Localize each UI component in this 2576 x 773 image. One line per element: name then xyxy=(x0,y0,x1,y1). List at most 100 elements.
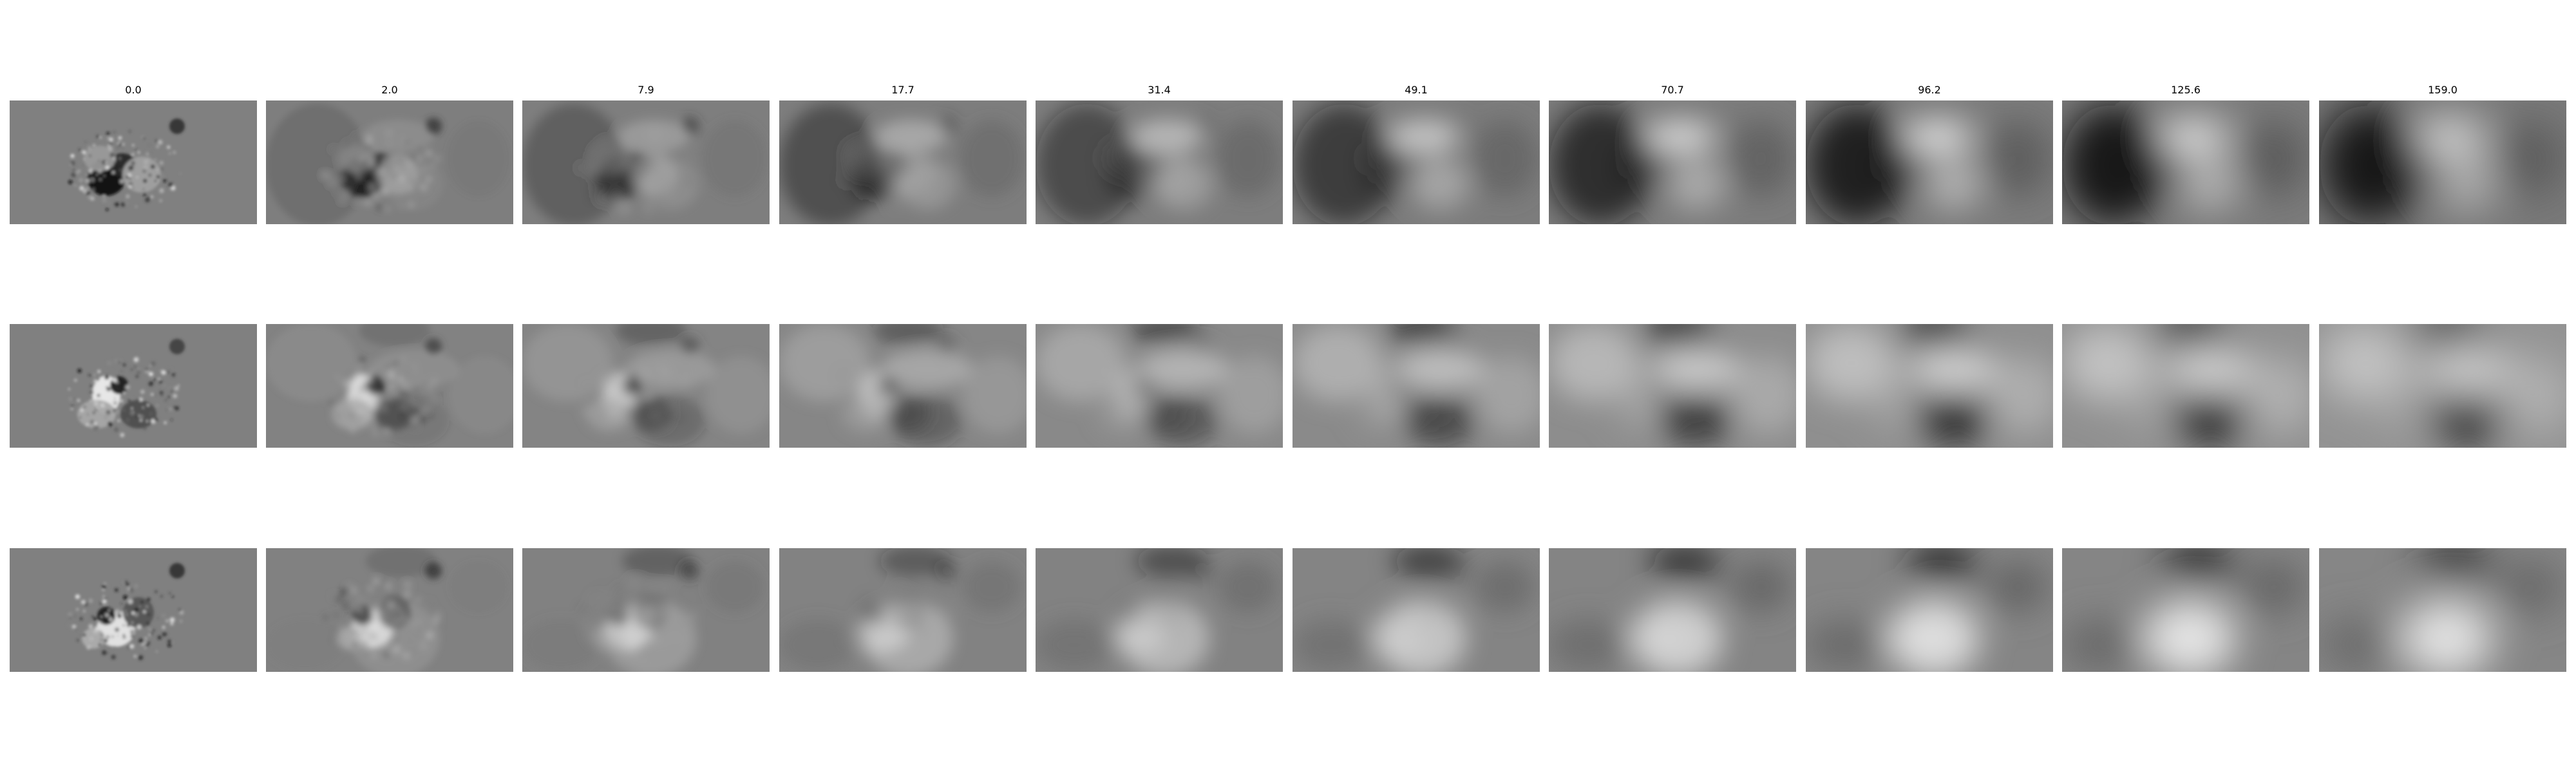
feature-blob xyxy=(963,561,1021,613)
feature-blob xyxy=(1918,395,1989,446)
texture-speck xyxy=(630,396,634,400)
texture-speck xyxy=(616,586,621,590)
feature-blob xyxy=(1806,324,1896,401)
texture-speck xyxy=(607,386,609,388)
texture-speck xyxy=(115,409,120,414)
feature-blob xyxy=(2165,350,2255,388)
image-panel xyxy=(779,548,1027,672)
feature-blob xyxy=(1405,395,1476,446)
texture-speck xyxy=(894,200,896,202)
grayscale-image xyxy=(2319,324,2566,448)
feature-blob xyxy=(1148,395,1219,446)
grayscale-image xyxy=(522,100,770,224)
texture-speck xyxy=(609,397,611,400)
texture-speck xyxy=(622,601,625,604)
image-panel xyxy=(522,324,770,448)
feature-blob xyxy=(1132,120,1203,152)
texture-speck xyxy=(687,153,692,158)
texture-speck xyxy=(436,613,438,615)
feature-blob xyxy=(1989,561,2047,613)
texture-speck xyxy=(339,416,341,418)
texture-speck xyxy=(93,401,99,406)
texture-speck xyxy=(386,584,391,588)
feature-blob xyxy=(703,120,767,197)
texture-speck xyxy=(102,595,106,598)
column-title: 7.9 xyxy=(522,84,770,97)
texture-speck xyxy=(123,392,126,394)
texture-speck xyxy=(90,390,93,394)
texture-speck xyxy=(73,397,76,400)
feature-blob xyxy=(1476,561,1534,613)
grayscale-image xyxy=(10,324,257,448)
texture-speck xyxy=(115,202,118,206)
texture-speck xyxy=(352,589,356,593)
texture-speck xyxy=(417,598,420,601)
texture-speck xyxy=(862,612,865,615)
texture-speck xyxy=(690,614,695,618)
texture-speck xyxy=(361,358,365,362)
texture-speck xyxy=(895,587,900,593)
image-panel xyxy=(1293,100,1540,224)
texture-speck xyxy=(112,383,115,385)
texture-speck xyxy=(358,368,363,373)
texture-speck xyxy=(114,427,119,432)
texture-speck xyxy=(946,154,948,156)
image-panel xyxy=(522,100,770,224)
feature-blob xyxy=(2062,619,2139,671)
texture-speck xyxy=(692,387,694,389)
grayscale-image xyxy=(266,100,513,224)
grayscale-image xyxy=(10,548,257,672)
grayscale-image xyxy=(10,100,257,224)
texture-speck xyxy=(120,202,125,207)
column-title: 17.7 xyxy=(779,84,1027,97)
texture-speck xyxy=(653,584,655,586)
feature-blob xyxy=(706,561,764,613)
grayscale-image xyxy=(1549,324,1796,448)
feature-blob xyxy=(1549,619,1626,671)
feature-blob xyxy=(2246,561,2304,613)
texture-speck xyxy=(679,157,681,159)
texture-speck xyxy=(135,205,137,207)
feature-blob xyxy=(1036,619,1113,671)
texture-speck xyxy=(75,595,80,599)
texture-speck xyxy=(90,420,95,425)
texture-speck xyxy=(130,397,132,399)
texture-speck xyxy=(117,419,120,422)
texture-speck xyxy=(332,616,333,618)
texture-speck xyxy=(893,207,897,211)
feature-blob xyxy=(1652,350,1742,388)
texture-speck xyxy=(336,597,340,602)
texture-speck xyxy=(360,387,365,392)
texture-speck xyxy=(369,587,372,591)
feature-blob xyxy=(882,350,972,388)
image-panel xyxy=(10,548,257,672)
texture-speck xyxy=(939,150,942,153)
feature-blob xyxy=(266,324,356,401)
texture-speck xyxy=(87,414,88,415)
texture-speck xyxy=(880,191,884,195)
texture-speck xyxy=(328,400,334,405)
texture-speck xyxy=(581,607,585,611)
grayscale-image xyxy=(2062,548,2309,672)
texture-speck xyxy=(107,387,111,391)
texture-speck xyxy=(332,595,336,598)
feature-blob xyxy=(2416,120,2486,152)
texture-speck xyxy=(588,402,590,404)
texture-speck xyxy=(637,395,638,396)
texture-speck xyxy=(90,399,91,401)
feature-blob xyxy=(641,158,699,210)
texture-speck xyxy=(900,202,902,205)
texture-speck xyxy=(887,388,892,392)
texture-speck xyxy=(70,617,71,619)
texture-speck xyxy=(333,613,338,618)
feature-blob xyxy=(1668,158,1726,210)
feature-blob xyxy=(587,397,632,431)
texture-speck xyxy=(426,151,431,156)
texture-speck xyxy=(366,598,368,600)
texture-speck xyxy=(339,625,343,629)
texture-speck xyxy=(358,394,361,397)
image-panel xyxy=(1293,548,1540,672)
feature-blob xyxy=(1155,158,1213,210)
feature-blob xyxy=(1389,120,1460,152)
texture-speck xyxy=(876,392,878,394)
